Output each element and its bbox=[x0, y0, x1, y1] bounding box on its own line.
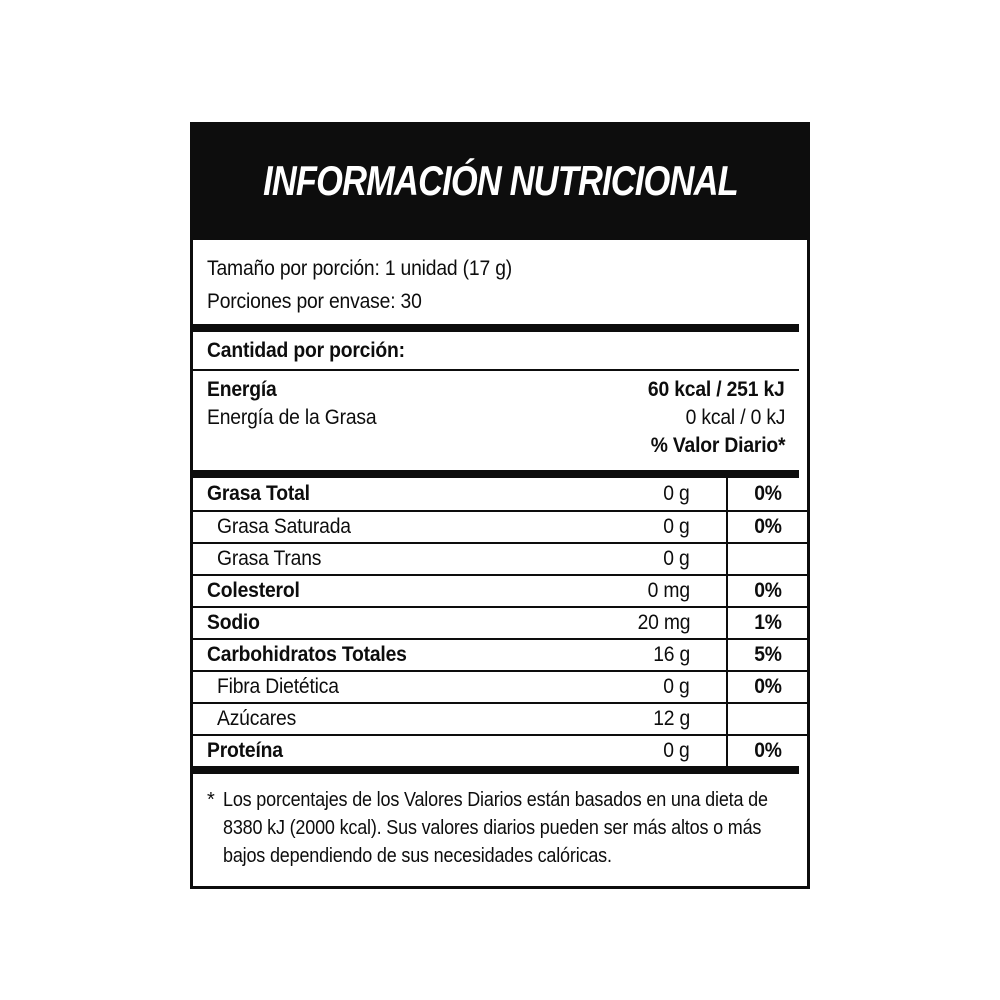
nutrient-value: 0 g bbox=[663, 482, 690, 505]
servings-per-container-line: Porciones por envase: 30 bbox=[207, 290, 422, 313]
nutrient-label: Grasa Total bbox=[207, 482, 310, 505]
nutrient-daily-value: 0% bbox=[726, 576, 807, 606]
daily-value-footnote: * Los porcentajes de los Valores Diarios… bbox=[193, 774, 807, 886]
nutrient-daily-value: 0% bbox=[726, 512, 807, 542]
energy-label: Energía bbox=[207, 378, 277, 401]
nutrient-daily-value bbox=[726, 704, 807, 734]
nutrient-value: 20 mg bbox=[637, 611, 690, 634]
nutrient-daily-value: 0% bbox=[726, 672, 807, 702]
table-row-colesterol: Colesterol 0 mg 0% bbox=[193, 574, 807, 606]
footnote-asterisk: * bbox=[207, 789, 215, 811]
nutrient-label: Fibra Dietética bbox=[217, 675, 339, 698]
table-row-grasa-trans: Grasa Trans 0 g bbox=[193, 542, 807, 574]
thick-divider-table-top bbox=[193, 470, 799, 478]
nutrient-value: 16 g bbox=[653, 643, 690, 666]
label-title: INFORMACIÓN NUTRICIONAL bbox=[262, 157, 739, 204]
thick-divider-top bbox=[193, 324, 799, 332]
nutrient-label: Sodio bbox=[207, 611, 260, 634]
nutrient-label: Azúcares bbox=[217, 707, 297, 730]
energy-fat-label: Energía de la Grasa bbox=[207, 406, 377, 429]
footnote-text: Los porcentajes de los Valores Diarios e… bbox=[223, 789, 768, 867]
serving-size-line: Tamaño por porción: 1 unidad (17 g) bbox=[207, 257, 513, 280]
table-row-sodio: Sodio 20 mg 1% bbox=[193, 606, 807, 638]
nutrient-daily-value: 0% bbox=[726, 736, 807, 766]
nutrient-daily-value: 1% bbox=[726, 608, 807, 638]
table-row-grasa-saturada: Grasa Saturada 0 g 0% bbox=[193, 510, 807, 542]
thin-divider-amount bbox=[193, 369, 799, 371]
energy-value: 60 kcal / 251 kJ bbox=[648, 378, 785, 401]
nutrient-label: Carbohidratos Totales bbox=[207, 643, 407, 666]
table-row-grasa-total: Grasa Total 0 g 0% bbox=[193, 478, 807, 510]
nutrition-facts-label: INFORMACIÓN NUTRICIONAL Tamaño por porci… bbox=[190, 122, 810, 889]
nutrient-daily-value: 0% bbox=[726, 478, 807, 510]
nutrient-label: Grasa Saturada bbox=[217, 515, 351, 538]
table-row-fibra: Fibra Dietética 0 g 0% bbox=[193, 670, 807, 702]
nutrient-value: 0 g bbox=[663, 547, 690, 570]
energy-section: Energía 60 kcal / 251 kJ Energía de la G… bbox=[193, 371, 807, 470]
table-row-azucares: Azúcares 12 g bbox=[193, 702, 807, 734]
thick-divider-bottom bbox=[193, 766, 799, 774]
nutrient-table: Grasa Total 0 g 0% Grasa Saturada 0 g 0%… bbox=[193, 478, 807, 766]
label-body: Tamaño por porción: 1 unidad (17 g) Porc… bbox=[190, 240, 810, 889]
nutrient-value: 0 g bbox=[663, 675, 690, 698]
energy-fat-value: 0 kcal / 0 kJ bbox=[685, 406, 785, 429]
nutrient-label: Proteína bbox=[207, 739, 283, 762]
nutrient-value: 0 g bbox=[663, 515, 690, 538]
nutrient-daily-value bbox=[726, 544, 807, 574]
nutrient-label: Colesterol bbox=[207, 579, 300, 602]
nutrient-label: Grasa Trans bbox=[217, 547, 322, 570]
energy-row: Energía 60 kcal / 251 kJ bbox=[193, 376, 807, 404]
nutrient-daily-value: 5% bbox=[726, 640, 807, 670]
label-title-band: INFORMACIÓN NUTRICIONAL bbox=[190, 122, 810, 240]
table-row-proteina: Proteína 0 g 0% bbox=[193, 734, 807, 766]
serving-info: Tamaño por porción: 1 unidad (17 g) Porc… bbox=[193, 240, 807, 324]
nutrient-value: 0 mg bbox=[647, 579, 690, 602]
nutrient-value: 0 g bbox=[663, 739, 690, 762]
daily-value-header: % Valor Diario* bbox=[650, 434, 785, 457]
table-row-carbohidratos: Carbohidratos Totales 16 g 5% bbox=[193, 638, 807, 670]
amount-per-serving-header: Cantidad por porción: bbox=[207, 339, 405, 362]
nutrient-value: 12 g bbox=[653, 707, 690, 730]
energy-fat-row: Energía de la Grasa 0 kcal / 0 kJ bbox=[193, 404, 807, 432]
